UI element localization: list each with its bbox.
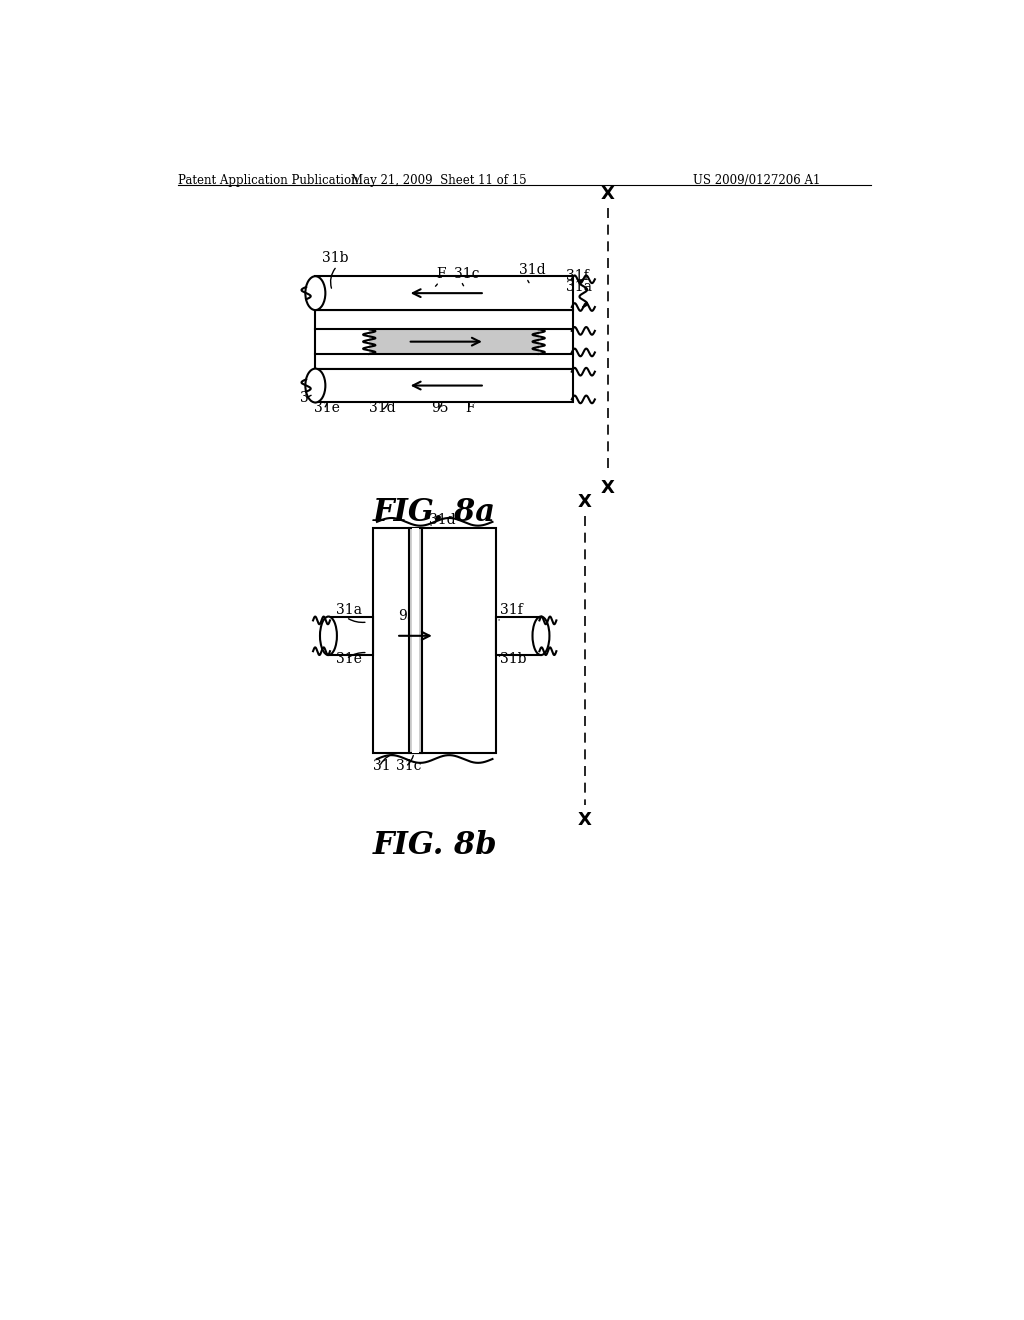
Text: 31a: 31a bbox=[336, 603, 362, 618]
Bar bbox=[409, 528, 422, 752]
Text: 95: 95 bbox=[431, 401, 449, 416]
Text: X: X bbox=[578, 810, 592, 829]
Bar bbox=[315, 368, 573, 403]
Ellipse shape bbox=[305, 368, 326, 403]
Text: Patent Application Publication: Patent Application Publication bbox=[178, 174, 359, 187]
Text: 31f: 31f bbox=[565, 269, 589, 282]
Bar bbox=[413, 528, 419, 752]
Bar bbox=[497, 616, 541, 655]
Text: 95: 95 bbox=[398, 610, 416, 623]
Text: 31a: 31a bbox=[565, 280, 592, 294]
Text: 31b: 31b bbox=[322, 251, 348, 265]
Text: 31c: 31c bbox=[454, 267, 479, 281]
Text: US 2009/0127206 A1: US 2009/0127206 A1 bbox=[692, 174, 820, 187]
Text: 31: 31 bbox=[373, 759, 391, 772]
Text: May 21, 2009  Sheet 11 of 15: May 21, 2009 Sheet 11 of 15 bbox=[351, 174, 526, 187]
Text: 31b: 31b bbox=[500, 652, 526, 665]
Text: X: X bbox=[601, 479, 614, 498]
Text: FIG. 8a: FIG. 8a bbox=[373, 498, 497, 528]
Bar bbox=[315, 310, 573, 368]
Text: X: X bbox=[578, 494, 592, 511]
Text: F: F bbox=[466, 401, 475, 416]
Text: FIG. 8b: FIG. 8b bbox=[373, 830, 497, 861]
Text: 31d: 31d bbox=[370, 401, 396, 416]
Ellipse shape bbox=[532, 616, 550, 655]
Bar bbox=[370, 330, 539, 354]
Ellipse shape bbox=[305, 276, 326, 310]
Text: 31d: 31d bbox=[429, 513, 456, 527]
Text: 31: 31 bbox=[300, 392, 317, 405]
Text: 31e: 31e bbox=[336, 652, 362, 665]
Text: 31f: 31f bbox=[500, 603, 523, 618]
Text: 31e: 31e bbox=[313, 401, 340, 416]
Ellipse shape bbox=[319, 616, 337, 655]
Bar bbox=[329, 616, 373, 655]
Text: 31c: 31c bbox=[396, 759, 422, 772]
Bar bbox=[373, 528, 497, 752]
Text: 31d: 31d bbox=[519, 263, 546, 277]
Text: X: X bbox=[601, 185, 614, 203]
Bar bbox=[315, 276, 573, 310]
Text: F: F bbox=[436, 267, 445, 281]
